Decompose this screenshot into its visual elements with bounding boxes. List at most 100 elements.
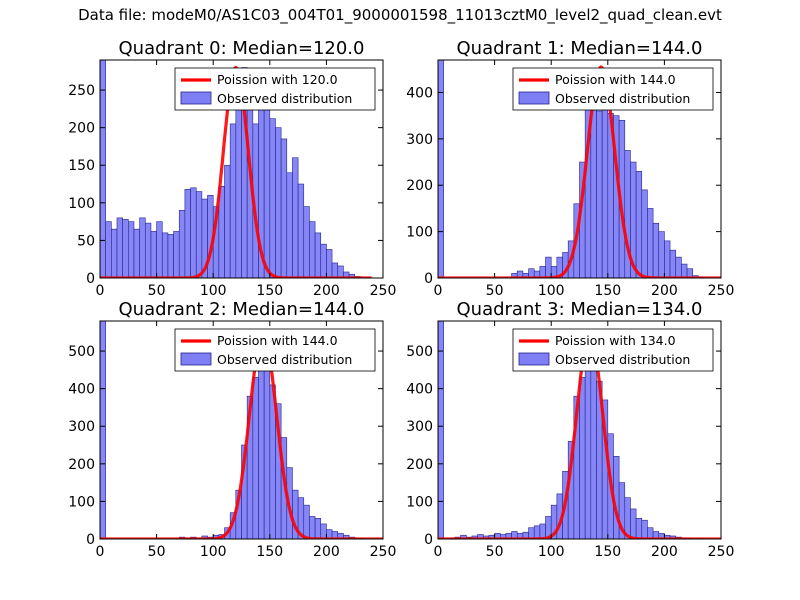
x-tick-label: 200 bbox=[651, 283, 678, 299]
x-tick-label: 150 bbox=[256, 544, 283, 560]
histogram-bar bbox=[309, 516, 316, 539]
x-tick-label: 100 bbox=[200, 544, 227, 560]
histogram-bar bbox=[275, 127, 282, 278]
panel-title: Quadrant 0: Median=120.0 bbox=[119, 38, 365, 59]
histogram-bar bbox=[314, 232, 322, 278]
histogram-bar bbox=[686, 268, 693, 278]
histogram-bar bbox=[229, 123, 237, 278]
histogram-bar bbox=[652, 222, 660, 278]
histogram-bar bbox=[635, 171, 643, 278]
y-tick-label: 200 bbox=[406, 178, 433, 194]
figure-suptitle: Data file: modeM0/AS1C03_004T01_90000015… bbox=[78, 6, 722, 24]
histogram-bar bbox=[320, 523, 327, 539]
legend-hist-swatch bbox=[518, 352, 550, 366]
x-tick-label: 100 bbox=[200, 283, 227, 299]
histogram-bar bbox=[297, 183, 305, 278]
histogram-bar bbox=[647, 527, 654, 539]
histogram-bar bbox=[128, 221, 135, 278]
y-tick-label: 500 bbox=[68, 344, 95, 360]
histogram-bar bbox=[533, 525, 541, 539]
histogram-bar bbox=[116, 217, 123, 278]
histogram-bar bbox=[195, 191, 203, 278]
legend-hist-swatch bbox=[518, 91, 550, 105]
histogram-bar bbox=[675, 256, 682, 278]
histogram-bar bbox=[539, 266, 546, 278]
legend: Poission with 144.0 Observed distribution bbox=[174, 328, 376, 372]
y-tick-label: 250 bbox=[68, 83, 95, 99]
chart-panel-1: 0 50 100 150 200 250 0 100 200 300 400 Quadrant 1: … bbox=[406, 38, 734, 299]
histogram-bar bbox=[539, 523, 546, 539]
histogram-bar bbox=[105, 221, 112, 278]
y-tick-label: 0 bbox=[86, 532, 95, 548]
panel-title: Quadrant 2: Median=144.0 bbox=[119, 299, 365, 320]
x-tick-label: 0 bbox=[96, 544, 105, 560]
plot-area bbox=[100, 60, 372, 278]
legend-hist-label: Observed distribution bbox=[217, 352, 352, 367]
histogram-bar bbox=[596, 110, 603, 278]
y-tick-label: 0 bbox=[424, 532, 433, 548]
legend-fit-label: Poission with 120.0 bbox=[217, 72, 338, 87]
histogram-bar bbox=[235, 86, 242, 278]
x-tick-label: 100 bbox=[538, 283, 565, 299]
x-tick-label: 250 bbox=[708, 544, 735, 560]
legend-hist-label: Observed distribution bbox=[217, 91, 352, 106]
histogram-bar bbox=[630, 508, 637, 539]
histogram-bar bbox=[348, 273, 356, 278]
histogram-bar bbox=[100, 321, 106, 539]
histogram-bar bbox=[144, 222, 152, 278]
y-tick-label: 50 bbox=[77, 233, 95, 249]
histogram-bar bbox=[252, 377, 259, 539]
x-tick-label: 250 bbox=[370, 283, 397, 299]
histogram-bar bbox=[133, 228, 140, 278]
legend: Poission with 134.0 Observed distribution bbox=[512, 328, 714, 372]
y-tick-label: 100 bbox=[406, 494, 433, 510]
x-tick-label: 200 bbox=[651, 544, 678, 560]
chart-panel-3: 0 50 100 150 200 250 0 100 200 300 400 500 Quadrant … bbox=[406, 299, 735, 560]
legend: Poission with 144.0 Observed distribution bbox=[512, 67, 714, 111]
axes-frame bbox=[99, 59, 384, 279]
histogram-bar bbox=[286, 172, 293, 278]
histogram-bar bbox=[438, 60, 444, 278]
histogram-bar bbox=[263, 89, 271, 278]
y-tick-label: 400 bbox=[406, 382, 433, 398]
x-tick-label: 50 bbox=[486, 544, 504, 560]
x-tick-label: 150 bbox=[256, 283, 283, 299]
plot-area bbox=[438, 60, 721, 278]
histogram-bar bbox=[258, 350, 265, 539]
y-tick-label: 400 bbox=[406, 85, 433, 101]
y-tick-label: 300 bbox=[406, 419, 433, 435]
y-tick-label: 100 bbox=[406, 225, 433, 241]
histogram-bar bbox=[647, 208, 654, 278]
histogram-bar bbox=[438, 321, 444, 539]
poisson-fit-line bbox=[100, 65, 372, 278]
chart-panel-0: 0 50 100 150 200 250 0 50 100 150 200 250 Quadrant 0… bbox=[68, 38, 396, 299]
histogram-bar bbox=[314, 518, 322, 539]
histogram-bar bbox=[303, 504, 310, 539]
y-tick-label: 400 bbox=[68, 382, 95, 398]
x-tick-label: 100 bbox=[538, 544, 565, 560]
x-tick-label: 150 bbox=[594, 544, 621, 560]
histogram-bar bbox=[635, 518, 643, 539]
y-tick-label: 300 bbox=[68, 419, 95, 435]
histogram-bar bbox=[303, 206, 310, 278]
legend: Poission with 120.0 Observed distribution bbox=[174, 67, 376, 111]
histogram-bar bbox=[178, 210, 186, 278]
histogram-bar bbox=[641, 189, 648, 278]
histogram-bar bbox=[139, 217, 146, 278]
histogram-bar bbox=[156, 221, 163, 278]
histogram-bar bbox=[528, 527, 535, 539]
x-tick-label: 0 bbox=[434, 283, 443, 299]
histogram-bar bbox=[122, 219, 129, 278]
legend-hist-label: Observed distribution bbox=[555, 91, 690, 106]
histogram-bar bbox=[292, 157, 299, 278]
histogram-bar bbox=[167, 234, 174, 278]
legend-hist-swatch bbox=[180, 352, 212, 366]
histogram-bar bbox=[579, 377, 586, 539]
legend-fit-label: Poission with 144.0 bbox=[217, 333, 338, 348]
plot-area bbox=[100, 321, 383, 539]
x-tick-label: 250 bbox=[370, 544, 397, 560]
y-tick-label: 0 bbox=[86, 271, 95, 287]
x-tick-label: 0 bbox=[96, 283, 105, 299]
legend-hist-swatch bbox=[180, 91, 212, 105]
